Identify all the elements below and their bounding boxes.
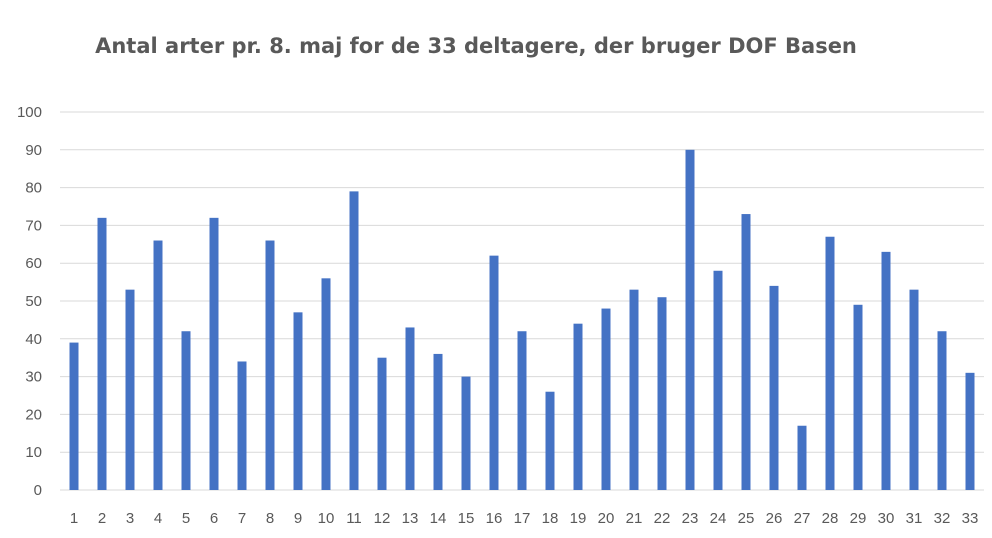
bar — [853, 304, 863, 490]
x-tick-label: 6 — [210, 510, 218, 527]
x-tick-label: 31 — [906, 510, 923, 527]
x-tick-label: 2 — [98, 510, 106, 527]
x-tick-label: 10 — [318, 510, 335, 527]
x-tick-label: 17 — [514, 510, 531, 527]
bar — [237, 361, 247, 490]
bar — [517, 331, 527, 490]
bar — [601, 308, 611, 490]
x-tick-label: 8 — [266, 510, 274, 527]
bar — [321, 278, 331, 490]
bar — [881, 251, 891, 490]
x-tick-label: 14 — [430, 510, 447, 527]
x-tick-label: 3 — [126, 510, 134, 527]
bar — [909, 289, 919, 490]
bars — [69, 149, 975, 491]
x-tick-label: 26 — [766, 510, 783, 527]
bar — [265, 240, 275, 490]
bar — [825, 236, 835, 490]
x-tick-label: 20 — [598, 510, 615, 527]
bar — [937, 331, 947, 490]
x-tick-label: 25 — [738, 510, 755, 527]
bar — [433, 353, 443, 490]
y-tick-label: 10 — [25, 444, 42, 461]
bar — [769, 285, 779, 490]
y-tick-label: 0 — [34, 482, 42, 499]
x-tick-label: 22 — [654, 510, 671, 527]
y-tick-label: 90 — [25, 142, 42, 159]
bar — [573, 323, 583, 490]
x-tick-label: 7 — [238, 510, 246, 527]
bar — [489, 255, 499, 490]
x-tick-label: 32 — [934, 510, 951, 527]
y-tick-label: 30 — [25, 369, 42, 386]
bar — [461, 376, 471, 490]
bar — [965, 372, 975, 490]
y-tick-label: 80 — [25, 180, 42, 197]
x-tick-label: 11 — [346, 510, 362, 527]
bar — [713, 270, 723, 490]
bar — [125, 289, 135, 490]
bar — [181, 331, 191, 490]
y-tick-label: 20 — [25, 406, 42, 423]
bar — [349, 191, 359, 490]
bar — [629, 289, 639, 490]
x-tick-label: 30 — [878, 510, 895, 527]
chart-title: Antal arter pr. 8. maj for de 33 deltage… — [95, 34, 857, 58]
x-tick-label: 23 — [682, 510, 699, 527]
y-tick-label: 40 — [25, 331, 42, 348]
bar — [69, 342, 79, 490]
x-tick-label: 1 — [70, 510, 78, 527]
x-tick-label: 12 — [374, 510, 391, 527]
x-tick-label: 15 — [458, 510, 475, 527]
bar — [797, 425, 807, 490]
bar — [405, 327, 415, 490]
bar — [377, 357, 387, 490]
y-tick-label: 60 — [25, 255, 42, 272]
bar — [741, 214, 751, 490]
y-tick-labels: 0 10 20 30 40 50 60 70 80 90 100 — [17, 104, 42, 499]
x-tick-label: 28 — [822, 510, 839, 527]
bar — [657, 297, 667, 490]
x-tick-label: 18 — [542, 510, 559, 527]
x-tick-label: 13 — [402, 510, 419, 527]
bar — [209, 217, 219, 490]
bar — [545, 391, 555, 490]
y-tick-label: 70 — [25, 217, 42, 234]
bar — [685, 149, 695, 491]
bar — [97, 217, 107, 490]
x-tick-label: 21 — [626, 510, 643, 527]
y-tick-label: 100 — [17, 104, 42, 121]
x-tick-label: 9 — [294, 510, 302, 527]
x-tick-label: 5 — [182, 510, 190, 527]
x-tick-label: 16 — [486, 510, 503, 527]
x-tick-labels: 1 2 3 4 5 6 7 8 9 10 11 12 13 14 15 16 17 18 19 20 21 22 23 24 2… — [70, 510, 979, 527]
bar — [293, 312, 303, 490]
x-tick-label: 24 — [710, 510, 727, 527]
x-tick-label: 4 — [154, 510, 162, 527]
bar — [153, 240, 163, 490]
x-tick-label: 19 — [570, 510, 587, 527]
x-tick-label: 29 — [850, 510, 867, 527]
y-tick-label: 50 — [25, 293, 42, 310]
x-tick-label: 27 — [794, 510, 811, 527]
x-tick-label: 33 — [962, 510, 979, 527]
